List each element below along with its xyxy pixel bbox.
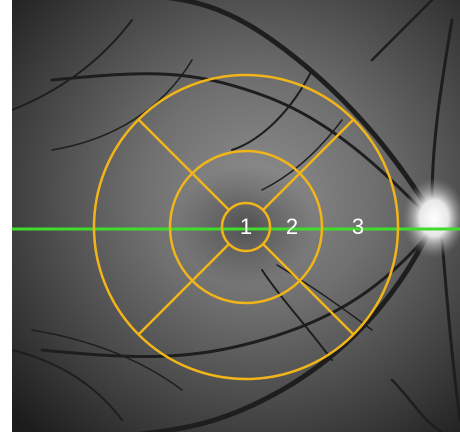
diagonal-lower-right xyxy=(262,243,354,335)
diagonal-lower-left xyxy=(138,243,230,335)
zone-label-1: 1 xyxy=(240,214,252,239)
zone-label-2: 2 xyxy=(286,214,298,239)
fundus-image-frame: 1 2 3 xyxy=(12,0,460,432)
macula-shading xyxy=(176,165,316,285)
etdrs-grid xyxy=(92,73,400,381)
middle-ring xyxy=(168,149,324,305)
zone-label-3: 3 xyxy=(352,214,364,239)
fundus-image: 1 2 3 xyxy=(12,0,460,432)
diagonal-upper-right xyxy=(262,119,354,211)
diagonal-upper-left xyxy=(138,119,230,211)
inner-ring xyxy=(220,201,272,253)
outer-ring xyxy=(92,73,400,381)
optic-disc xyxy=(402,178,460,258)
